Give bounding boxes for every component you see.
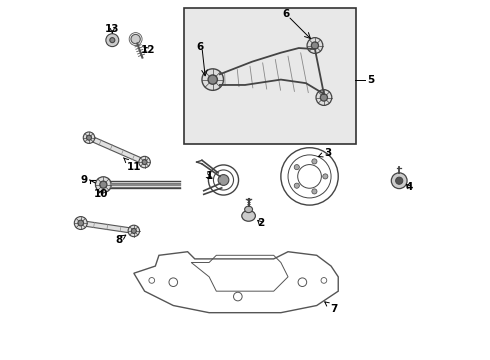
Ellipse shape: [242, 211, 255, 221]
Polygon shape: [88, 135, 146, 165]
Circle shape: [139, 156, 150, 168]
Circle shape: [312, 189, 317, 194]
Polygon shape: [80, 221, 134, 233]
Circle shape: [128, 225, 140, 237]
Circle shape: [202, 69, 223, 90]
Circle shape: [131, 35, 140, 44]
Circle shape: [323, 174, 328, 179]
Circle shape: [83, 132, 95, 143]
Circle shape: [392, 173, 407, 189]
Circle shape: [74, 217, 87, 229]
Text: 5: 5: [367, 75, 374, 85]
Circle shape: [131, 228, 136, 233]
Text: 3: 3: [318, 148, 331, 158]
Circle shape: [106, 34, 119, 46]
Text: 9: 9: [81, 175, 88, 185]
Circle shape: [294, 165, 299, 170]
Text: 13: 13: [105, 24, 120, 35]
Circle shape: [208, 75, 218, 84]
Bar: [184, 8, 356, 144]
Text: 10: 10: [94, 189, 108, 199]
Circle shape: [307, 38, 323, 53]
Circle shape: [395, 177, 403, 184]
Circle shape: [320, 94, 327, 101]
Circle shape: [142, 159, 147, 165]
Circle shape: [96, 177, 111, 193]
Text: 1: 1: [205, 171, 213, 181]
Circle shape: [87, 135, 92, 140]
Circle shape: [100, 181, 107, 188]
Circle shape: [312, 159, 317, 164]
Circle shape: [311, 42, 318, 49]
Ellipse shape: [245, 206, 252, 213]
Circle shape: [316, 90, 332, 105]
Text: 7: 7: [325, 302, 338, 314]
Text: 6: 6: [283, 9, 290, 19]
Text: 12: 12: [141, 45, 155, 55]
Circle shape: [78, 220, 84, 226]
Circle shape: [110, 38, 115, 42]
Circle shape: [218, 175, 229, 185]
Text: 4: 4: [406, 182, 413, 192]
Text: 11: 11: [123, 158, 141, 172]
Text: 2: 2: [257, 218, 264, 228]
Text: 6: 6: [196, 42, 204, 52]
Text: 8: 8: [115, 235, 126, 245]
Circle shape: [294, 183, 299, 188]
